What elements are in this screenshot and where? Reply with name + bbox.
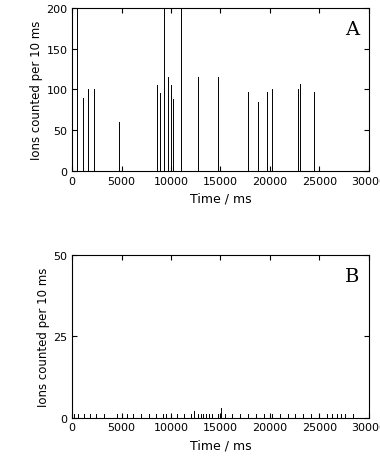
Y-axis label: Ions counted per 10 ms: Ions counted per 10 ms (30, 21, 43, 160)
Y-axis label: Ions counted per 10 ms: Ions counted per 10 ms (38, 267, 51, 406)
X-axis label: Time / ms: Time / ms (190, 192, 251, 205)
Text: B: B (345, 267, 359, 285)
Text: A: A (345, 21, 359, 39)
X-axis label: Time / ms: Time / ms (190, 438, 251, 451)
